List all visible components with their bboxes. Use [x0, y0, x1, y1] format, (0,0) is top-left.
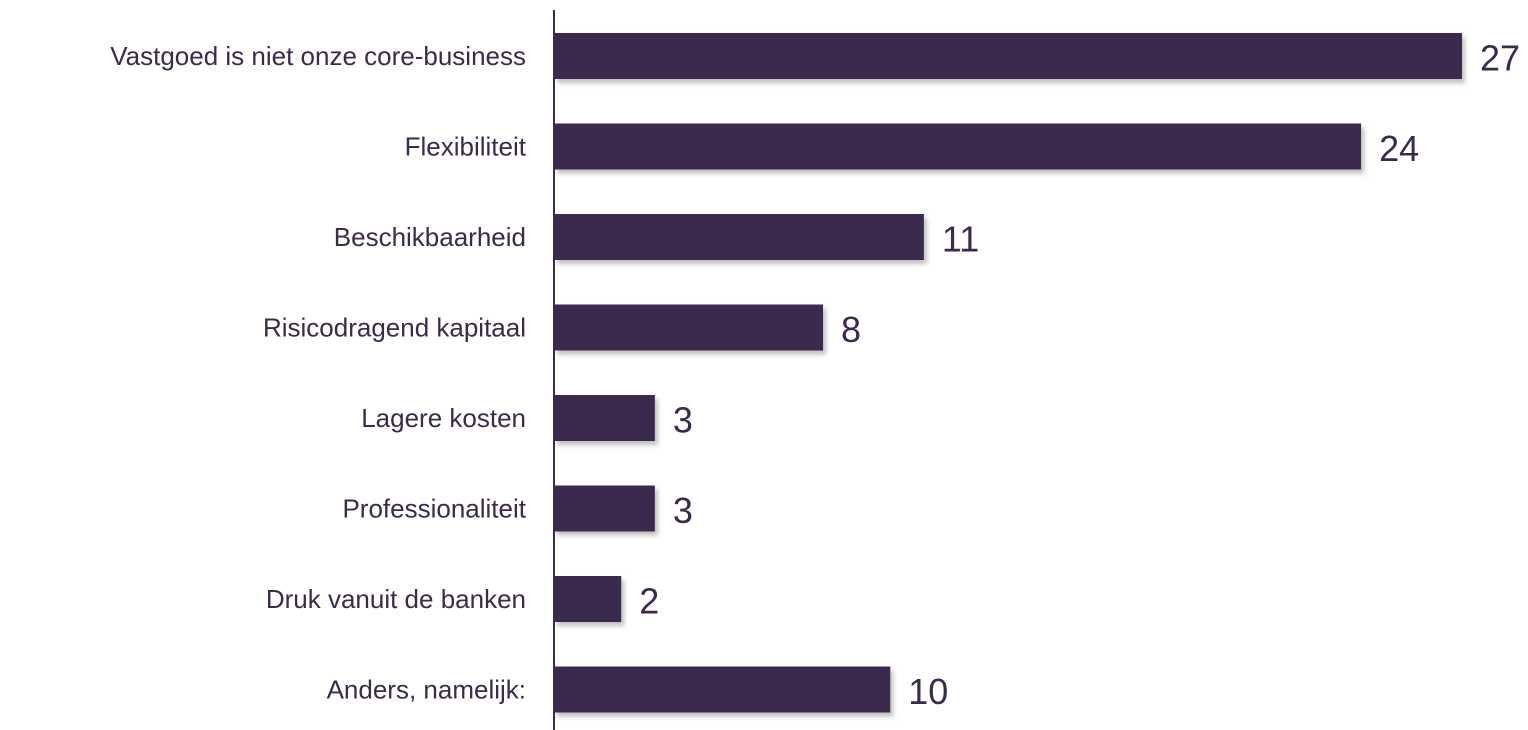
category-label: Beschikbaarheid [334, 222, 526, 252]
category-label: Anders, namelijk: [327, 675, 526, 705]
category-label: Lagere kosten [361, 403, 526, 433]
value-label: 11 [942, 219, 979, 260]
category-labels-layer: Vastgoed is niet onze core-business Flexi… [110, 41, 527, 705]
category-label: Druk vanuit de banken [266, 584, 526, 614]
value-labels-layer: 27 24 11 8 3 3 2 10 [639, 38, 1520, 713]
bars-layer [554, 33, 1462, 713]
category-label: Vastgoed is niet onze core-business [110, 41, 526, 71]
bar [554, 304, 824, 351]
value-label: 3 [673, 490, 693, 531]
category-label: Professionaliteit [342, 494, 526, 524]
bar [554, 395, 655, 441]
bar [554, 123, 1362, 170]
value-label: 3 [673, 400, 693, 441]
bar [554, 214, 924, 260]
value-label: 27 [1480, 38, 1520, 79]
bar [554, 666, 891, 713]
category-label: Flexibiliteit [405, 132, 527, 162]
value-label: 8 [841, 309, 861, 350]
value-label: 10 [908, 671, 948, 712]
bar [554, 33, 1462, 79]
value-label: 2 [639, 581, 659, 622]
bar [554, 485, 655, 532]
bar [554, 576, 622, 622]
value-label: 24 [1379, 128, 1419, 169]
category-label: Risicodragend kapitaal [263, 313, 526, 343]
